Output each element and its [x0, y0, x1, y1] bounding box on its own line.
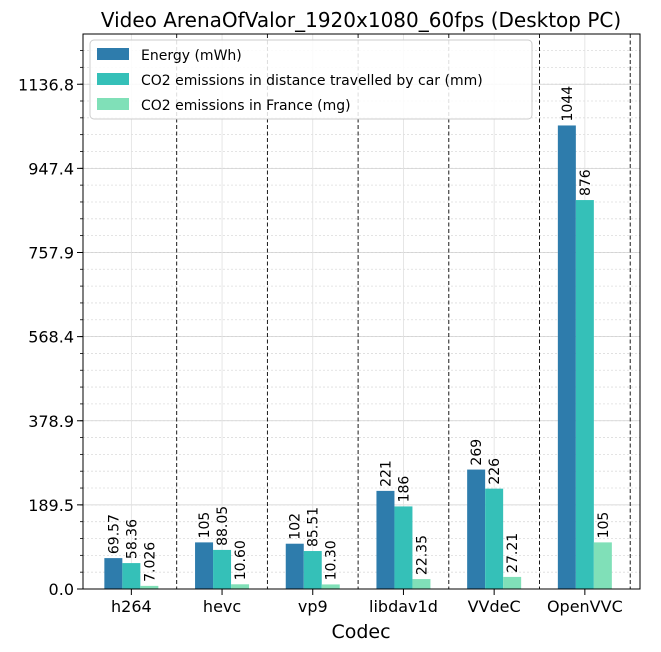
y-tick-label: 378.9 — [28, 412, 74, 431]
bar-value-label: 58.36 — [124, 519, 140, 559]
bar-OpenVVC-series-2 — [593, 542, 612, 589]
bar-vp9-series-2 — [321, 584, 340, 589]
legend-entry: CO2 emissions in distance travelled by c… — [141, 73, 483, 89]
y-tick-label: 1136.8 — [18, 75, 74, 94]
bar-VVdeC-series-1 — [485, 488, 504, 589]
bar-value-label: 69.57 — [106, 514, 122, 554]
legend: Energy (mWh) CO2 emissions in distance tr… — [89, 39, 533, 120]
x-axis: h264 hevc vp9 libdav1d VVdeC OpenVVC — [111, 589, 623, 616]
legend-swatch — [97, 48, 129, 60]
bar-h264-series-0 — [104, 558, 123, 589]
y-axis: 0.0 189.5 378.9 568.4 757.9 947.4 1136.8 — [18, 50, 83, 599]
y-tick-label: 568.4 — [28, 328, 74, 347]
x-axis-label: Codec — [331, 621, 390, 643]
bar-h264-series-1 — [122, 563, 141, 589]
bar-value-label: 186 — [396, 476, 412, 503]
bar-vp9-series-1 — [303, 551, 322, 589]
bar-value-label: 7.026 — [142, 542, 158, 582]
plot-frame — [82, 33, 641, 590]
x-tick-label: h264 — [111, 597, 152, 616]
legend-swatch — [97, 98, 129, 110]
y-tick-label: 947.4 — [28, 159, 74, 178]
category-separators — [176, 34, 631, 589]
x-tick-label: vp9 — [298, 597, 328, 616]
bar-hevc-series-1 — [213, 549, 232, 589]
bar-OpenVVC-series-1 — [575, 200, 594, 589]
bar-value-label: 10.60 — [233, 540, 249, 580]
chart-title: Video ArenaOfValor_1920x1080_60fps (Desk… — [101, 8, 621, 32]
bar-value-label: 226 — [487, 458, 503, 485]
legend-box — [89, 39, 533, 120]
legend-swatch — [97, 73, 129, 85]
x-tick-label: OpenVVC — [547, 597, 623, 616]
x-tick-label: VVdeC — [468, 597, 521, 616]
bar-OpenVVC-series-0 — [557, 125, 576, 590]
x-tick-label: libdav1d — [369, 597, 438, 616]
bar-VVdeC-series-0 — [467, 469, 486, 589]
bar-vp9-series-0 — [285, 543, 304, 589]
bar-value-label: 876 — [578, 169, 594, 196]
bar-value-label: 85.51 — [306, 507, 322, 547]
bar-value-label: 105 — [596, 512, 612, 539]
y-tick-label: 0.0 — [49, 580, 74, 599]
bar-value-label: 105 — [197, 512, 213, 539]
bar-value-label: 1044 — [560, 86, 576, 122]
bar-value-label: 102 — [288, 513, 304, 540]
legend-entry: CO2 emissions in France (mg) — [141, 98, 351, 114]
bar-libdav1d-series-0 — [376, 490, 395, 589]
bar-hevc-series-2 — [231, 584, 250, 589]
bar-value-label: 27.21 — [505, 533, 521, 573]
bar-value-label: 88.05 — [215, 506, 231, 546]
bar-value-label: 221 — [378, 460, 394, 487]
bars — [104, 125, 612, 590]
legend-entry: Energy (mWh) — [141, 48, 242, 64]
bar-libdav1d-series-1 — [394, 506, 413, 589]
grid — [83, 34, 640, 590]
bar-h264-series-2 — [140, 585, 159, 589]
bar-VVdeC-series-2 — [503, 576, 522, 589]
y-tick-label: 757.9 — [28, 243, 74, 262]
bar-libdav1d-series-2 — [412, 579, 431, 589]
bar-value-label: 10.30 — [324, 540, 340, 580]
bar-hevc-series-0 — [195, 542, 214, 589]
bar-value-label: 22.35 — [414, 535, 430, 575]
bar-value-label: 269 — [469, 439, 485, 466]
x-tick-label: hevc — [203, 597, 241, 616]
y-tick-label: 189.5 — [28, 496, 74, 515]
